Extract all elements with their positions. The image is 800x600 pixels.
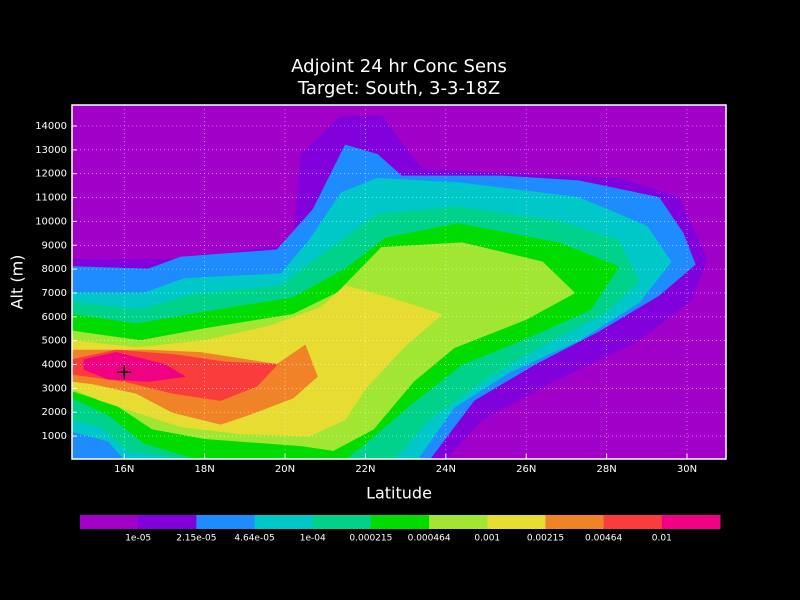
colorbar-label: 0.000215 — [349, 534, 392, 544]
plot-frame — [71, 104, 727, 460]
colorbar-box — [661, 515, 721, 529]
x-tick-label: 16N — [114, 464, 134, 475]
colorbar-label: 0.00215 — [527, 534, 564, 544]
chart-title: Adjoint 24 hr Conc Sens — [291, 56, 507, 77]
target-marker — [117, 365, 132, 380]
y-tick-label: 3000 — [42, 383, 67, 394]
y-tick-label: 2000 — [42, 407, 67, 418]
colorbar-box — [487, 515, 546, 529]
colorbar-label: 1e-04 — [300, 534, 326, 544]
y-tick-label: 12000 — [35, 169, 67, 180]
colorbar-box — [603, 515, 663, 529]
x-tick-label: 24N — [436, 464, 456, 475]
y-tick-label: 11000 — [35, 193, 67, 204]
colorbar-box — [370, 515, 430, 529]
y-tick-label: 9000 — [42, 240, 67, 251]
x-tick-label: 20N — [275, 464, 295, 475]
colorbar-label: 0.000464 — [408, 534, 451, 544]
colorbar-box — [545, 515, 605, 529]
colorbar-label: 2.15e-05 — [176, 534, 216, 544]
colorbar-box — [429, 515, 488, 529]
x-tick-label: 22N — [355, 464, 375, 475]
colorbar-label: 4.64e-05 — [234, 534, 274, 544]
colorbar-box — [80, 515, 139, 529]
chart-subtitle: Target: South, 3-3-18Z — [297, 78, 500, 99]
x-tick-label: 30N — [677, 464, 697, 475]
x-tick-label: 26N — [516, 464, 536, 475]
x-tick-label: 18N — [195, 464, 215, 475]
colorbar-label: 0.01 — [652, 534, 672, 544]
colorbar-box — [312, 515, 372, 529]
y-tick-label: 10000 — [35, 216, 67, 227]
y-tick-label: 13000 — [35, 145, 67, 156]
x-axis-label: Latitude — [366, 484, 432, 503]
y-tick-label: 5000 — [42, 336, 67, 347]
colorbar-label: 0.00464 — [585, 534, 622, 544]
y-tick-label: 1000 — [42, 431, 67, 442]
y-tick-label: 7000 — [42, 288, 67, 299]
colorbar-label: 0.001 — [474, 534, 500, 544]
plot-area — [72, 105, 726, 459]
y-tick-label: 6000 — [42, 312, 67, 323]
colorbar-box — [196, 515, 256, 529]
x-tick-label: 28N — [597, 464, 617, 475]
y-tick-label: 8000 — [42, 264, 67, 275]
colorbar-box — [254, 515, 314, 529]
y-axis-label: Alt (m) — [8, 255, 27, 310]
contour-region — [83, 352, 186, 382]
y-tick-label: 4000 — [42, 360, 67, 371]
y-tick-label: 14000 — [35, 121, 67, 132]
colorbar-box — [138, 515, 197, 529]
colorbar-label: 1e-05 — [125, 534, 151, 544]
